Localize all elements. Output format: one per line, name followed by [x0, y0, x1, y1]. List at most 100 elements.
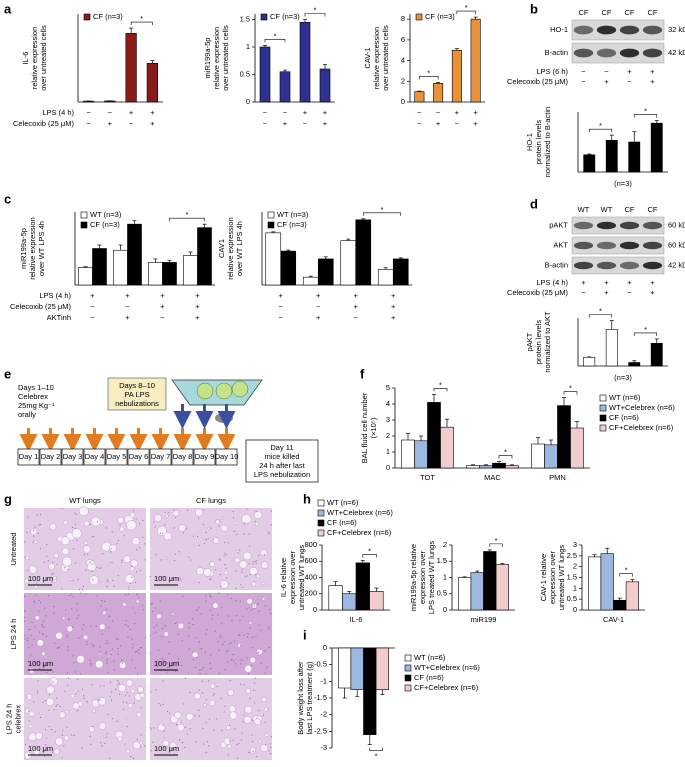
bar	[433, 83, 444, 103]
nucleus	[131, 565, 133, 567]
nucleus	[68, 619, 70, 621]
significance-label: *	[368, 546, 371, 555]
nucleus	[258, 624, 260, 626]
alveolus	[34, 540, 38, 544]
nucleus	[116, 543, 118, 545]
nucleus	[220, 585, 222, 587]
y-axis-label: normalized to B-actin	[543, 107, 552, 177]
alveolus	[207, 526, 211, 530]
nucleus	[198, 709, 200, 711]
alveolus	[256, 648, 263, 655]
nucleus	[138, 546, 140, 549]
significance-bracket	[619, 573, 633, 577]
day-label: Day 8	[173, 452, 193, 461]
nucleus	[235, 570, 237, 572]
bar	[259, 46, 271, 103]
histology-image	[24, 593, 146, 675]
condition-sign: +	[323, 119, 328, 128]
condition-sign: +	[455, 108, 460, 117]
condition-sign: +	[650, 77, 655, 86]
legend-swatch	[404, 664, 412, 672]
nucleus	[75, 693, 77, 695]
nucleus	[243, 714, 245, 716]
nucleus	[110, 548, 112, 550]
nucleus	[150, 750, 152, 752]
nucleus	[149, 575, 151, 578]
nucleus	[112, 579, 114, 581]
scale-bar-label: 100 μm	[28, 659, 53, 668]
nucleus	[189, 691, 191, 694]
condition-sign: −	[417, 108, 422, 117]
y-axis-label: miR199a-5p	[203, 38, 212, 79]
alveolus	[48, 563, 55, 570]
condition-sign: +	[195, 302, 200, 311]
nucleus	[82, 628, 84, 630]
significance-bracket	[264, 39, 286, 43]
nucleus	[175, 723, 178, 726]
nucleus	[249, 627, 251, 629]
nucleus	[161, 532, 164, 534]
nucleus	[235, 587, 237, 590]
bar	[375, 647, 390, 690]
alveolus	[169, 742, 177, 749]
condition-sign: +	[323, 108, 328, 117]
y-axis-label: miR199a-5p relative	[409, 544, 418, 611]
y-axis-label: HO-1	[525, 133, 534, 151]
nucleus	[61, 734, 63, 736]
nucleus	[152, 741, 154, 743]
nucleus	[157, 649, 160, 651]
nucleus	[258, 610, 260, 612]
nucleus	[80, 592, 82, 594]
nucleus	[187, 556, 190, 558]
y-axis-label: untreated WT lungs	[297, 545, 306, 611]
condition-sign: −	[283, 108, 288, 117]
nucleus	[108, 757, 111, 759]
nucleus	[188, 626, 190, 629]
nucleus	[137, 649, 140, 651]
significance-label: *	[186, 210, 189, 219]
nucleus	[198, 689, 200, 691]
nucleus	[209, 578, 211, 580]
nucleus	[268, 750, 270, 752]
nucleus	[155, 553, 157, 556]
nucleus	[76, 617, 78, 619]
nucleus	[234, 663, 237, 665]
day-label: Day 1	[19, 452, 39, 461]
alveolus	[244, 664, 253, 673]
treatment-text: 25mg Kg⁻¹	[18, 401, 55, 410]
bar	[148, 262, 163, 286]
day-box	[127, 448, 150, 466]
nucleus	[106, 733, 109, 735]
nucleus	[216, 685, 218, 688]
nucleus	[228, 643, 230, 645]
blot-size-label: 60 kDa	[668, 220, 685, 229]
nucleus	[243, 684, 245, 686]
nucleus	[251, 734, 253, 736]
nucleus	[238, 743, 240, 745]
condition-sign: −	[455, 119, 460, 128]
significance-label: *	[427, 68, 430, 77]
nucleus	[270, 746, 272, 749]
nucleus	[131, 638, 133, 640]
nucleus	[153, 521, 155, 523]
nucleus	[196, 535, 199, 538]
nucleus	[46, 635, 48, 638]
alveolus	[242, 551, 252, 561]
significance-label: *	[599, 307, 602, 316]
alveolus	[38, 711, 42, 715]
nucleus	[66, 634, 68, 636]
blot-band	[619, 221, 640, 230]
blot-band	[596, 48, 617, 58]
nucleus	[138, 652, 140, 655]
nucleus	[183, 703, 185, 705]
legend-label: WT+Celebrex (n=6)	[414, 663, 480, 672]
nucleus	[133, 623, 136, 625]
nucleus	[31, 621, 33, 623]
endpoint-text: Day 11	[270, 443, 293, 452]
y-tick-label: -2	[320, 710, 327, 719]
nucleus	[28, 710, 30, 712]
nucleus	[200, 613, 202, 615]
condition-sign: +	[90, 291, 95, 300]
blot-strip	[571, 236, 665, 255]
alveolus	[178, 524, 186, 532]
